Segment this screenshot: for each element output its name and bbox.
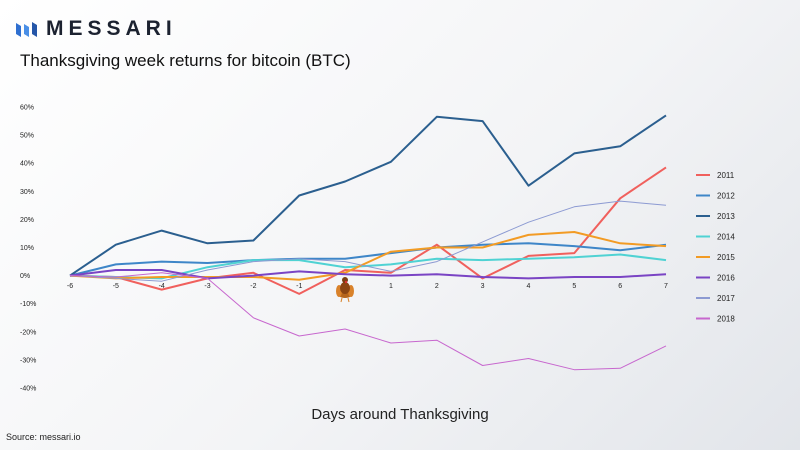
series-lines <box>69 114 667 371</box>
legend-label-2012: 2012 <box>717 192 735 201</box>
y-tick-label: 60% <box>20 105 34 112</box>
legend: 2011 2012 2013 2014 2015 2016 2017 2018 <box>696 171 735 324</box>
x-tick-label: 5 <box>572 283 576 290</box>
y-axis: 60% 50% 40% 30% 20% 10% 0% -10% -20% -30% -40% <box>20 105 36 393</box>
legend-label-2017: 2017 <box>717 294 735 303</box>
source-note: Source: messari.io <box>6 432 81 442</box>
y-tick-label: 40% <box>20 161 34 168</box>
legend-label-2015: 2015 <box>717 253 735 262</box>
series-line-2018 <box>69 272 667 371</box>
x-tick-label: -3 <box>204 283 210 290</box>
legend-label-2011: 2011 <box>717 171 735 180</box>
x-tick-label: -2 <box>250 283 256 290</box>
x-axis: -6 -5 -4 -3 -2 -1 1 2 3 4 5 6 7 <box>67 283 668 290</box>
y-tick-label: 20% <box>20 217 34 224</box>
series-line-2016 <box>69 269 667 280</box>
page-title: Thanksgiving week returns for bitcoin (B… <box>20 51 351 70</box>
y-tick-label: 10% <box>20 245 34 252</box>
x-tick-label: -6 <box>67 283 73 290</box>
legend-label-2016: 2016 <box>717 274 735 283</box>
messari-logo-icon <box>16 22 37 37</box>
series-line-2015 <box>69 231 667 281</box>
y-tick-label: 50% <box>20 133 34 140</box>
y-tick-label: -10% <box>20 301 36 308</box>
x-axis-title: Days around Thanksgiving <box>311 406 489 423</box>
x-tick-label: -5 <box>113 283 119 290</box>
x-tick-label: 3 <box>481 283 485 290</box>
x-tick-label: 2 <box>435 283 439 290</box>
turkey-icon <box>336 277 354 303</box>
x-tick-label: 4 <box>527 283 531 290</box>
x-tick-label: -4 <box>159 283 165 290</box>
y-tick-label: -40% <box>20 386 36 393</box>
series-line-2013 <box>69 114 667 277</box>
brand-name: MESSARI <box>46 17 177 40</box>
x-tick-label: 6 <box>618 283 622 290</box>
y-tick-label: 0% <box>20 273 30 280</box>
series-line-2017 <box>69 200 667 282</box>
series-line-2012 <box>69 242 667 277</box>
y-tick-label: -30% <box>20 357 36 364</box>
brand-logo: MESSARI <box>16 17 177 40</box>
series-line-2011 <box>69 166 667 295</box>
legend-label-2014: 2014 <box>717 233 735 242</box>
legend-label-2013: 2013 <box>717 212 735 221</box>
x-tick-label: 7 <box>664 283 668 290</box>
x-tick-label: 1 <box>389 283 393 290</box>
x-tick-label: -1 <box>296 283 302 290</box>
legend-label-2018: 2018 <box>717 315 735 324</box>
y-tick-label: -20% <box>20 329 36 336</box>
y-tick-label: 30% <box>20 189 34 196</box>
